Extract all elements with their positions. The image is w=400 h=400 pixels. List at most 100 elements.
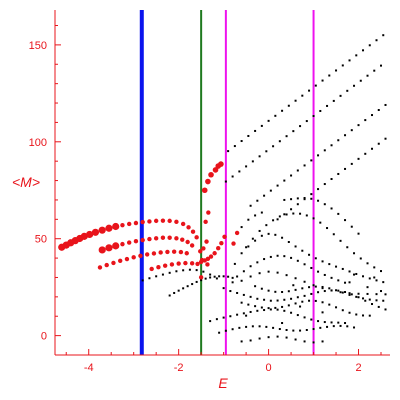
data-point <box>310 318 313 321</box>
data-point <box>256 309 259 312</box>
data-point <box>224 329 227 332</box>
data-point <box>330 289 333 292</box>
data-point <box>206 210 211 215</box>
data-point <box>227 275 230 278</box>
data-point <box>189 243 195 248</box>
data-point <box>276 184 279 187</box>
data-point <box>296 296 299 299</box>
data-point <box>176 261 181 266</box>
data-point <box>201 246 206 251</box>
data-point <box>362 275 365 278</box>
data-point <box>267 289 270 292</box>
data-point <box>178 249 184 255</box>
data-point <box>263 194 266 197</box>
y-axis-title: <M> <box>12 174 40 190</box>
data-point <box>174 236 179 241</box>
data-point <box>366 292 369 295</box>
data-point <box>382 281 385 284</box>
data-point <box>245 314 248 317</box>
data-point <box>263 309 266 312</box>
y-tick-label: 50 <box>35 234 47 246</box>
data-point <box>335 306 338 309</box>
data-point <box>247 245 250 248</box>
data-point <box>126 221 132 227</box>
data-point <box>98 226 106 234</box>
data-point <box>375 299 378 302</box>
data-point <box>240 252 243 255</box>
data-point <box>314 84 317 87</box>
data-point <box>332 325 335 328</box>
data-point <box>310 193 313 196</box>
y-tick-label: 150 <box>29 40 47 52</box>
data-point <box>337 279 340 282</box>
data-point <box>133 220 139 226</box>
data-point <box>346 89 349 92</box>
data-point <box>195 280 198 283</box>
data-point <box>254 129 257 132</box>
data-point <box>269 299 272 302</box>
data-point <box>218 275 221 278</box>
data-point <box>330 144 333 147</box>
data-point <box>105 244 113 252</box>
data-point <box>276 218 279 221</box>
data-point <box>326 325 329 328</box>
data-point <box>328 287 331 290</box>
data-point <box>287 290 290 293</box>
data-point <box>366 286 369 289</box>
data-point <box>189 261 195 266</box>
data-point <box>339 94 342 97</box>
data-point <box>303 197 306 200</box>
data-point <box>283 213 286 216</box>
data-point <box>188 268 191 271</box>
data-point <box>281 305 284 308</box>
data-point <box>366 262 369 265</box>
data-point <box>265 150 268 153</box>
data-point <box>332 99 335 102</box>
data-point <box>231 276 234 279</box>
data-point <box>290 256 293 259</box>
data-point <box>364 299 367 302</box>
data-point <box>140 237 145 243</box>
data-point <box>258 229 261 232</box>
data-point <box>292 284 295 287</box>
data-point <box>160 218 166 223</box>
data-point <box>357 232 360 235</box>
data-point <box>215 318 218 321</box>
data-point <box>303 280 306 283</box>
x-tick-label: 2 <box>355 362 361 374</box>
data-point <box>337 212 340 215</box>
data-point <box>274 290 277 293</box>
data-point <box>98 246 106 254</box>
data-point <box>368 277 371 280</box>
data-point <box>281 236 284 239</box>
data-point <box>314 285 317 288</box>
data-point <box>240 140 243 143</box>
data-point <box>384 293 387 296</box>
data-point <box>233 262 236 265</box>
data-point <box>278 328 281 331</box>
data-point <box>267 336 270 339</box>
data-point <box>233 145 236 148</box>
data-point <box>368 44 371 47</box>
data-point <box>240 301 243 304</box>
data-point <box>371 114 374 117</box>
data-point <box>285 135 288 138</box>
data-point <box>301 287 304 290</box>
data-point <box>321 301 324 304</box>
data-point <box>375 279 378 282</box>
data-point <box>256 199 259 202</box>
data-point <box>348 311 351 314</box>
data-point <box>267 307 270 310</box>
data-point <box>353 252 356 255</box>
data-point <box>357 296 360 299</box>
data-point <box>180 221 186 227</box>
data-point <box>308 89 311 92</box>
data-point <box>314 299 317 302</box>
data-point <box>213 275 216 278</box>
data-point <box>350 129 353 132</box>
data-point <box>278 215 281 218</box>
data-point <box>303 198 306 201</box>
y-tick-label: 100 <box>29 137 47 149</box>
data-point <box>256 297 259 300</box>
data-point <box>341 64 344 67</box>
